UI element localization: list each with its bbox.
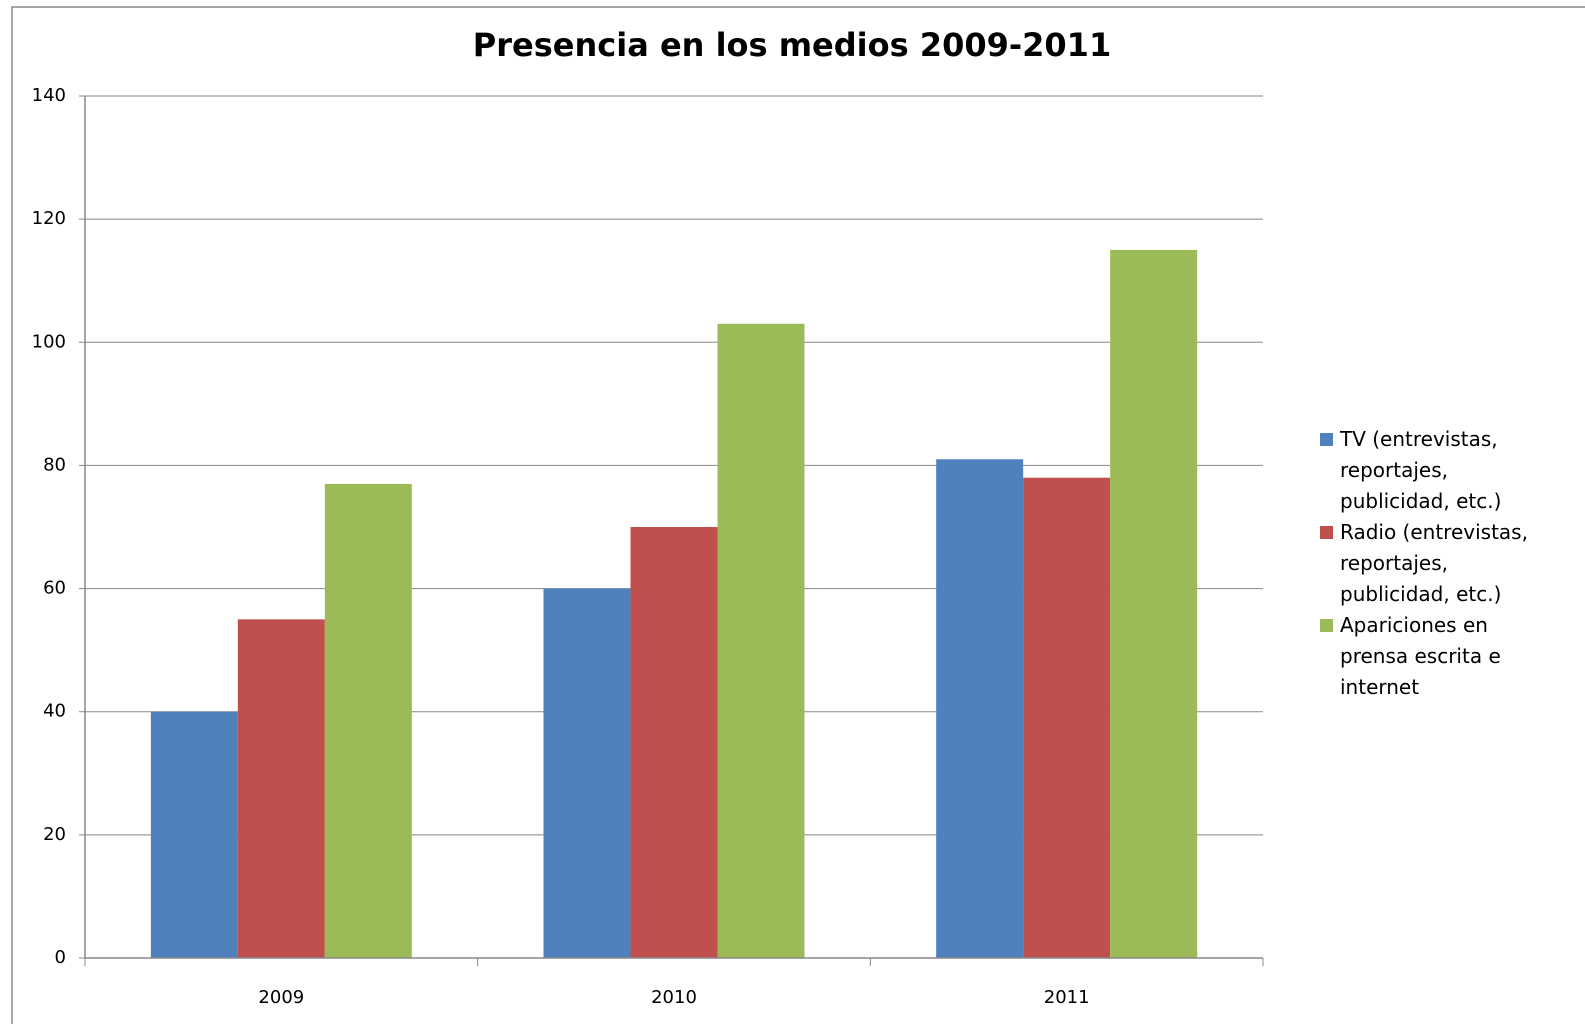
legend-label: TV (entrevistas, reportajes, publicidad,… bbox=[1340, 427, 1501, 513]
legend-item: Apariciones en prensa escrita e internet bbox=[1318, 610, 1550, 703]
bar bbox=[1110, 250, 1197, 958]
y-tick-label: 60 bbox=[43, 578, 66, 599]
y-tick-label: 120 bbox=[32, 208, 66, 229]
x-tick-label: 2011 bbox=[1044, 987, 1090, 1008]
legend-key bbox=[1320, 433, 1333, 446]
legend-item: TV (entrevistas, reportajes, publicidad,… bbox=[1318, 424, 1550, 517]
y-tick-label: 0 bbox=[55, 947, 66, 968]
bar bbox=[325, 484, 412, 958]
bar bbox=[151, 712, 238, 958]
y-tick-label: 80 bbox=[43, 454, 66, 475]
bar bbox=[238, 619, 325, 958]
legend-item: Radio (entrevistas, reportajes, publicid… bbox=[1318, 517, 1550, 610]
legend-key bbox=[1320, 619, 1333, 632]
legend-label: Apariciones en prensa escrita e internet bbox=[1340, 613, 1501, 699]
bar bbox=[544, 589, 631, 958]
page: {"chart_data": {"type": "bar", "title": … bbox=[0, 0, 1585, 1024]
y-tick-label: 40 bbox=[43, 701, 66, 722]
bar bbox=[1023, 478, 1110, 958]
bar bbox=[718, 324, 805, 958]
y-tick-label: 140 bbox=[32, 85, 66, 106]
y-tick-label: 20 bbox=[43, 824, 66, 845]
x-tick-label: 2010 bbox=[651, 987, 697, 1008]
y-tick-label: 100 bbox=[32, 331, 66, 352]
legend-key bbox=[1320, 526, 1333, 539]
bar bbox=[631, 527, 718, 958]
legend: TV (entrevistas, reportajes, publicidad,… bbox=[1318, 424, 1550, 703]
x-tick-label: 2009 bbox=[258, 987, 304, 1008]
legend-label: Radio (entrevistas, reportajes, publicid… bbox=[1340, 520, 1528, 606]
bar bbox=[936, 459, 1023, 958]
chart-title: Presencia en los medios 2009-2011 bbox=[473, 26, 1111, 64]
